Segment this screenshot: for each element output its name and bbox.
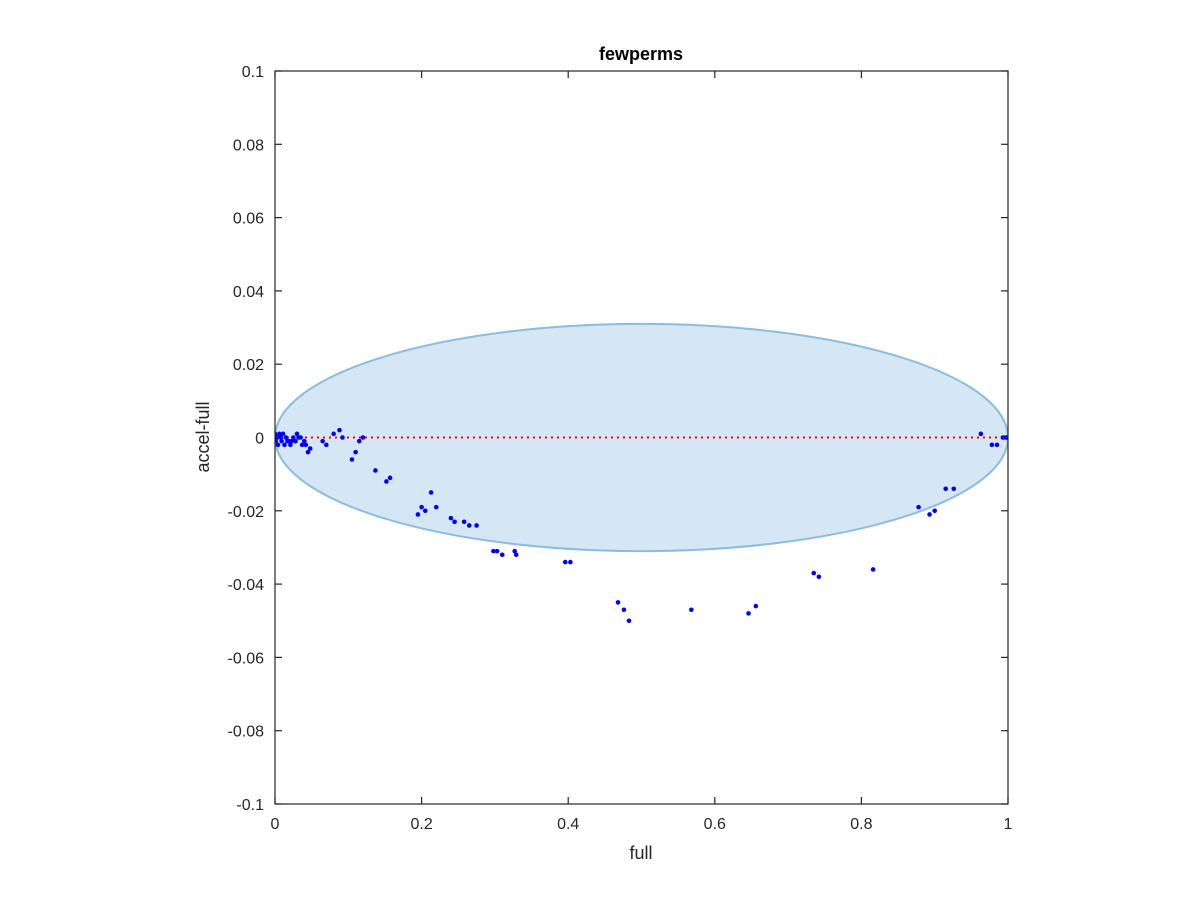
data-point — [331, 431, 336, 437]
data-point — [275, 442, 281, 448]
y-tick-label: -0.1 — [236, 797, 264, 814]
data-point — [337, 427, 342, 433]
data-point — [299, 442, 305, 448]
data-point — [415, 512, 421, 517]
y-tick-label: 0.06 — [233, 211, 264, 228]
data-point — [494, 548, 500, 554]
data-point — [689, 607, 694, 613]
y-tick-label: 0.02 — [233, 357, 264, 374]
data-point — [474, 523, 479, 528]
x-tick-label: 0.2 — [410, 816, 432, 833]
data-point — [615, 600, 621, 605]
data-point — [994, 442, 1000, 448]
data-point — [289, 438, 295, 444]
data-point — [349, 457, 355, 462]
y-axis-label: accel-full — [193, 401, 213, 472]
y-tick-label: 0.1 — [242, 64, 264, 81]
y-tick-label: 0.04 — [233, 284, 264, 301]
data-point — [298, 435, 303, 440]
data-point — [422, 508, 428, 514]
data-point — [461, 519, 467, 525]
data-point — [932, 508, 937, 514]
data-point — [512, 548, 517, 554]
data-point — [280, 431, 286, 437]
data-point — [746, 611, 751, 616]
data-point — [294, 431, 300, 437]
x-tick-label: 0.4 — [557, 816, 579, 833]
data-point — [562, 559, 568, 565]
data-point — [302, 438, 307, 444]
data-point — [384, 479, 389, 484]
y-tick-label: -0.02 — [228, 504, 265, 521]
data-point — [320, 438, 325, 444]
data-point — [621, 607, 627, 613]
x-tick-label: 0.8 — [850, 816, 872, 833]
data-point — [373, 468, 378, 473]
data-point — [282, 442, 287, 448]
data-point — [916, 504, 921, 510]
data-point — [433, 504, 439, 510]
labels: fewperms full accel-full — [193, 44, 683, 863]
data-point — [943, 486, 948, 492]
data-point — [927, 512, 932, 517]
data-point — [978, 431, 984, 437]
data-point — [419, 504, 424, 510]
y-tick-label: -0.08 — [228, 724, 265, 741]
data-point — [353, 449, 358, 455]
data-point — [626, 618, 632, 624]
data-point — [491, 548, 496, 554]
x-tick-label: 0 — [271, 816, 280, 833]
data-point — [288, 442, 293, 448]
data-point — [448, 515, 454, 521]
data-point — [452, 519, 457, 525]
data-point — [989, 442, 995, 448]
data-point — [466, 523, 472, 528]
data-point — [291, 435, 296, 440]
chart-title: fewperms — [599, 44, 683, 64]
plot-contents — [275, 322, 1008, 624]
y-tick-label: -0.04 — [228, 577, 265, 594]
data-point — [360, 435, 366, 440]
axes: 0 0.2 0.4 0.6 0.8 1 0.1 0.08 0.06 0.04 0.02 0 -0.02 -… — [228, 64, 1013, 833]
data-point — [356, 438, 362, 444]
data-point — [279, 438, 284, 444]
data-point — [568, 559, 573, 565]
x-tick-label: 1 — [1004, 816, 1013, 833]
plot-area — [275, 322, 1008, 624]
data-point — [324, 442, 329, 448]
data-point — [870, 567, 876, 572]
y-tick-label: 0 — [255, 431, 264, 448]
data-point — [499, 552, 505, 558]
data-point — [951, 486, 957, 492]
x-tick-label: 0.6 — [704, 816, 726, 833]
data-point — [275, 438, 279, 444]
data-point — [305, 449, 311, 455]
x-axis-label: full — [629, 843, 652, 863]
y-tick-label: -0.06 — [228, 650, 265, 667]
data-point — [428, 490, 434, 495]
data-point — [283, 435, 289, 440]
data-point — [340, 435, 345, 440]
data-point — [303, 442, 309, 448]
data-point — [816, 574, 822, 580]
data-point — [811, 570, 817, 576]
y-tick-label: 0.08 — [233, 137, 264, 154]
data-point — [513, 552, 519, 558]
data-point — [293, 438, 298, 444]
data-point — [307, 446, 313, 451]
data-point — [387, 475, 393, 481]
data-point — [277, 431, 282, 437]
data-point — [753, 603, 759, 609]
